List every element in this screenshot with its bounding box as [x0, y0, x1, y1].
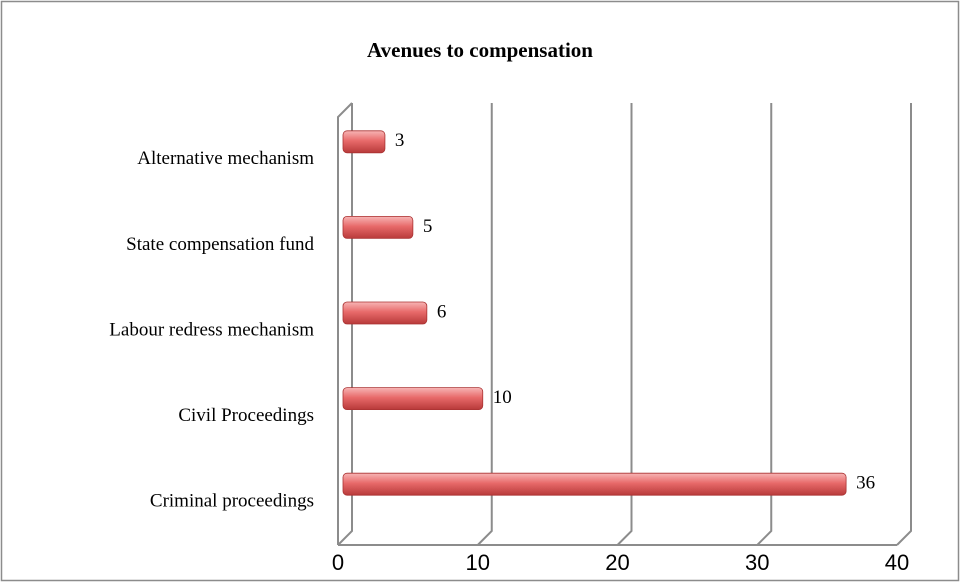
x-tick-label: 40	[885, 550, 909, 575]
x-tick-label: 0	[332, 550, 344, 575]
x-tick-label: 30	[745, 550, 769, 575]
bar	[342, 215, 414, 239]
y-tick-label: State compensation fund	[126, 234, 314, 255]
grid-line	[477, 103, 493, 546]
y-tick-label: Alternative mechanism	[137, 148, 314, 169]
grid-line	[756, 103, 773, 546]
data-label: 10	[493, 387, 512, 408]
grid-line	[337, 103, 353, 546]
y-tick-label: Criminal proceedings	[150, 491, 314, 512]
grid-line	[896, 103, 912, 546]
bar	[342, 472, 847, 496]
bar	[342, 130, 386, 154]
data-label: 3	[395, 130, 405, 151]
wall-edge	[337, 102, 353, 545]
grid-line	[616, 103, 633, 546]
chart-title: Avenues to compensation	[367, 38, 593, 62]
y-tick-label: Civil Proceedings	[178, 405, 314, 426]
data-label: 5	[423, 216, 433, 237]
x-tick-label: 10	[466, 550, 490, 575]
x-tick-label: 20	[605, 550, 629, 575]
data-label: 6	[437, 301, 447, 322]
data-label: 36	[856, 473, 875, 494]
bar	[342, 301, 428, 325]
bar	[342, 387, 484, 411]
y-tick-label: Labour redress mechanism	[109, 319, 314, 340]
